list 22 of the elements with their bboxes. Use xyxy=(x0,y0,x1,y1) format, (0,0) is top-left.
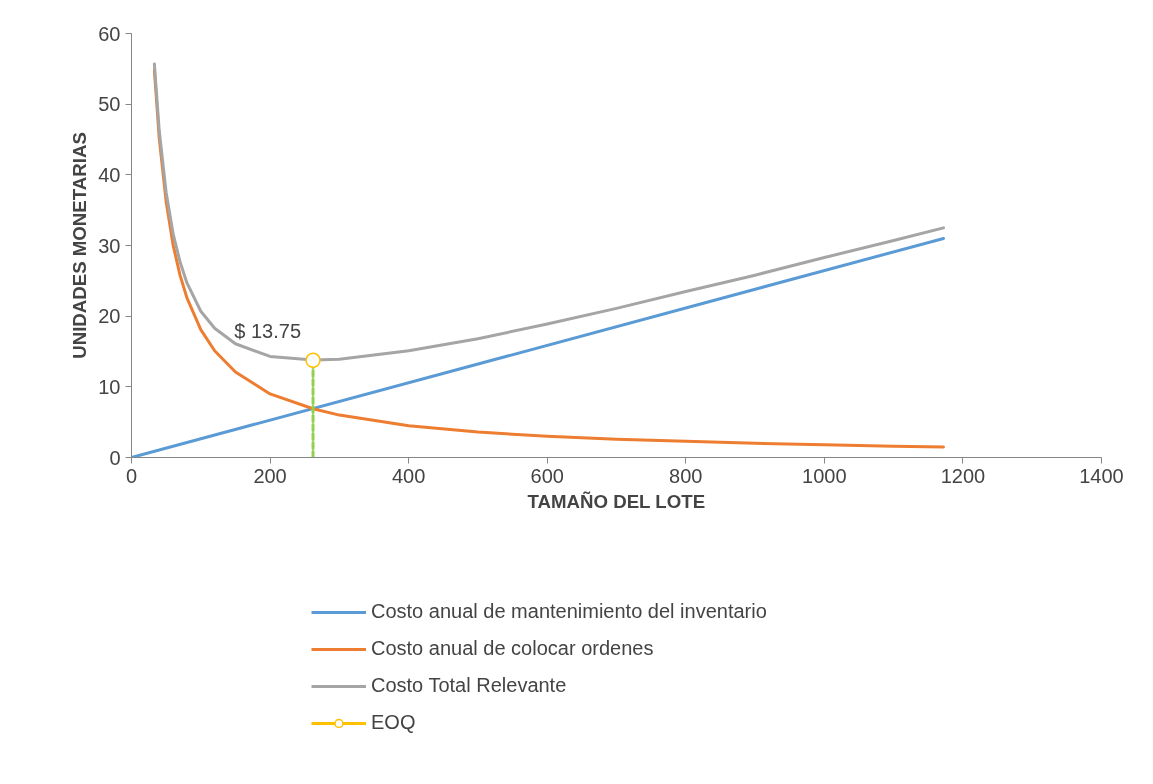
y-tick-label: 30 xyxy=(98,234,121,257)
x-tick-label: 400 xyxy=(391,464,426,487)
data-label: $ 13.75 xyxy=(234,320,302,343)
legend-label: Costo anual de mantenimiento del inventario xyxy=(371,600,767,623)
x-tick-label: 1200 xyxy=(940,464,986,487)
y-tick-label: 20 xyxy=(98,305,121,328)
y-axis-title: UNIDADES MONETARIAS xyxy=(69,132,91,359)
legend-label: Costo Total Relevante xyxy=(371,674,567,697)
x-tick-label: 800 xyxy=(669,464,703,487)
x-tick-label: 200 xyxy=(253,464,287,487)
x-tick-label: 1400 xyxy=(1079,464,1124,487)
y-tick-label: 10 xyxy=(98,375,121,398)
x-tick-label: 0 xyxy=(125,464,138,487)
y-tick-label: 0 xyxy=(109,446,121,469)
x-tick-label: 600 xyxy=(530,464,564,487)
x-tick-label: 1000 xyxy=(802,464,847,487)
y-tick-label: 50 xyxy=(98,93,121,116)
legend-label: Costo anual de colocar ordenes xyxy=(371,637,654,660)
legend-label: EOQ xyxy=(371,711,416,734)
y-tick-label: 60 xyxy=(98,22,121,45)
x-axis-title: TAMAÑO DEL LOTE xyxy=(527,490,706,512)
y-tick-label: 40 xyxy=(98,163,121,186)
